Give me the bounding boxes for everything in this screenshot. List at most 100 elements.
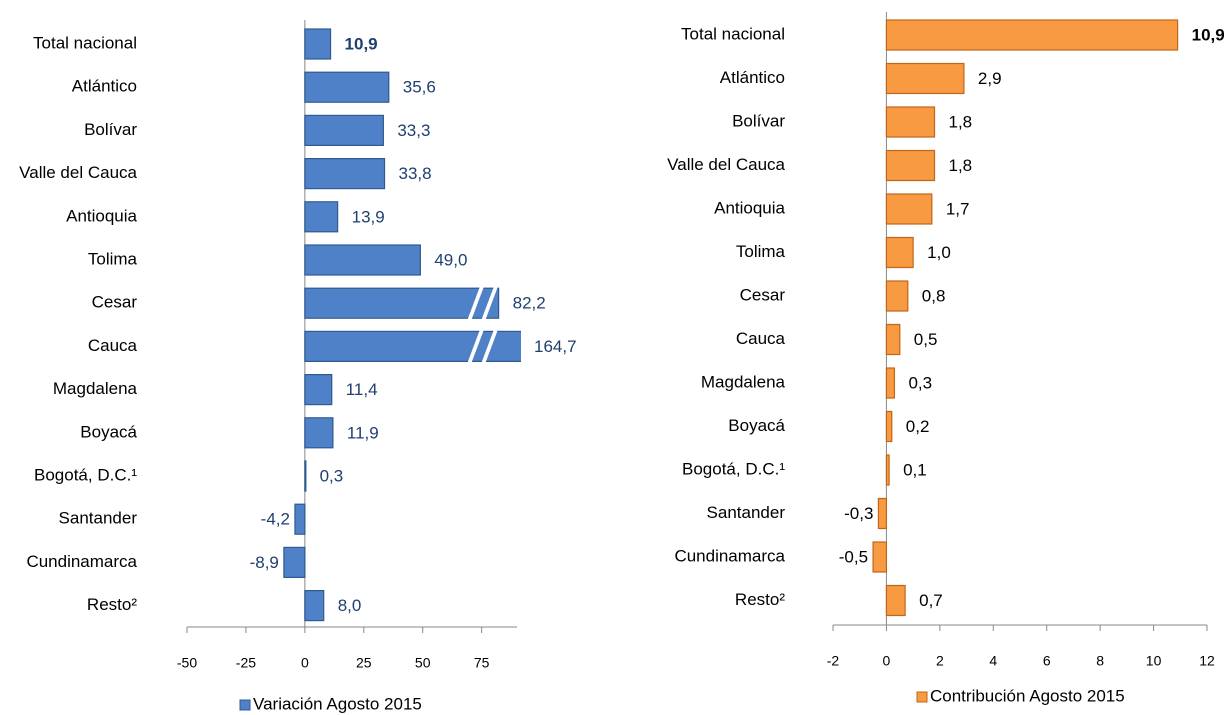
value-label: 33,3 [397,121,430,140]
legend-label: Contribución Agosto 2015 [930,686,1125,705]
axis-break [467,330,484,363]
value-label: 35,6 [403,78,436,97]
value-label: 1,7 [946,199,970,218]
bar [304,71,390,103]
x-tick-label: 25 [356,655,372,671]
bar [304,589,325,622]
bar [885,149,936,182]
bar [304,287,500,319]
category-label: Magdalena [701,372,786,391]
category-label: Cundinamarca [26,552,137,571]
axis-break [481,287,498,320]
category-label: Resto² [735,590,785,609]
bar [885,280,909,312]
bar [885,62,965,95]
value-label: 10,9 [1192,25,1224,44]
value-label: -0,5 [839,547,868,566]
legend-swatch [916,691,928,703]
value-label: 0,2 [906,417,930,436]
value-label: 82,2 [513,294,546,313]
value-label: 0,1 [903,460,927,479]
bar [885,19,1179,51]
x-tick-label: 75 [474,655,490,671]
category-label: Boyacá [80,422,137,441]
category-label: Boyacá [728,416,785,435]
x-tick-label: 50 [415,655,431,671]
category-label: Antioquia [66,206,137,225]
bar [885,367,896,399]
category-label: Cesar [92,293,138,312]
bar [885,106,936,138]
value-label: 1,0 [927,243,951,262]
x-tick-label: 4 [989,653,997,669]
category-label: Bolívar [84,120,137,139]
category-label: Tolima [88,249,138,268]
bar [885,236,914,269]
category-label: Bolívar [732,111,785,130]
value-label: 0,8 [922,286,946,305]
category-label: Cesar [740,285,786,304]
category-label: Magdalena [53,379,138,398]
value-label: 164,7 [534,337,577,356]
value-label: 11,9 [347,423,379,442]
value-label: 11,4 [346,380,378,399]
value-label: 2,9 [978,69,1002,88]
category-label: Valle del Cauca [19,163,137,182]
x-tick-label: -25 [236,655,256,671]
bar [304,417,334,449]
bar [304,460,307,492]
x-tick-label: 10 [1146,653,1162,669]
axis-break [481,330,498,363]
legend-swatch [239,699,251,711]
x-tick-label: 12 [1199,653,1215,669]
bar [304,158,386,190]
value-label: 0,7 [919,591,943,610]
category-label: Cauca [736,329,786,348]
bar [872,541,888,573]
bar [304,374,333,406]
axis-break [467,287,484,320]
category-label: Atlántico [720,68,785,87]
x-tick-label: 8 [1096,653,1104,669]
value-label: 0,3 [908,373,932,392]
x-tick-label: 6 [1043,653,1051,669]
value-label: 13,9 [352,207,385,226]
category-label: Santander [707,503,786,522]
category-label: Bogotá, D.C.¹ [682,459,785,478]
value-label: 33,8 [399,164,432,183]
bar [304,28,332,60]
legend-label: Variación Agosto 2015 [253,694,422,713]
bar [885,193,933,225]
category-label: Cundinamarca [674,546,785,565]
category-label: Valle del Cauca [667,155,785,174]
value-label: -4,2 [261,510,290,529]
category-label: Tolima [736,242,786,261]
bar [877,497,888,530]
category-label: Cauca [88,336,138,355]
category-label: Total nacional [681,24,785,43]
bar [885,323,901,356]
bar [304,330,521,362]
category-label: Antioquia [714,198,785,217]
x-tick-label: -50 [177,655,197,671]
category-label: Atlántico [72,77,137,96]
x-tick-label: -2 [827,653,840,669]
value-label: -8,9 [250,553,279,572]
x-tick-label: 0 [301,655,309,671]
value-label: 10,9 [345,34,378,53]
value-label: 1,8 [949,156,973,175]
category-label: Santander [59,509,138,528]
value-label: 1,8 [949,112,973,131]
category-label: Bogotá, D.C.¹ [34,465,137,484]
category-label: Resto² [87,595,137,614]
bar [304,244,421,276]
value-label: 0,5 [914,330,938,349]
bar [283,546,306,579]
value-label: 0,3 [320,466,344,485]
bar [885,410,893,443]
category-label: Total nacional [33,33,137,52]
value-label: -0,3 [844,504,873,523]
x-tick-label: 2 [936,653,944,669]
value-label: 8,0 [338,596,362,615]
